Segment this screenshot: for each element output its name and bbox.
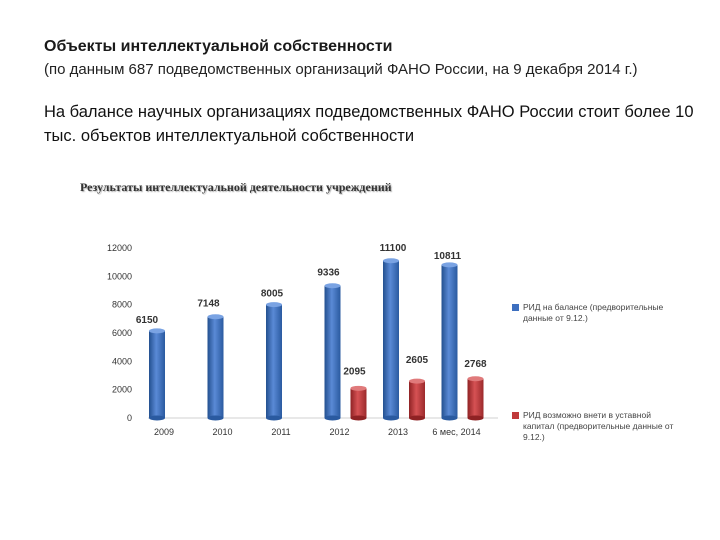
x-tick-label: 6 мес, 2014 <box>432 427 480 437</box>
y-tick-label: 8000 <box>112 300 132 310</box>
bar-base <box>149 415 165 421</box>
bar-cap <box>324 283 341 289</box>
x-tick-label: 2012 <box>329 427 349 437</box>
legend-item-capital: РИД возможно внети в уставной капитал (п… <box>512 410 682 443</box>
bar-cap <box>467 376 484 382</box>
bar <box>409 381 425 418</box>
data-label: 2095 <box>343 366 366 377</box>
labels-layer: 6150 7148 8005 9336 11100 10811 2095 2605 2768 <box>136 243 487 378</box>
data-label: 6150 <box>136 315 159 326</box>
data-label: 2605 <box>406 355 429 366</box>
x-tick-label: 2013 <box>388 427 408 437</box>
bar <box>149 330 165 418</box>
x-tick-label: 2011 <box>271 427 290 437</box>
legend-label: РИД на балансе (предворительные данные о… <box>523 302 664 323</box>
bar <box>266 304 282 418</box>
legend-item-balance: РИД на балансе (предворительные данные о… <box>512 302 692 324</box>
legend-swatch-blue <box>512 304 519 311</box>
data-label: 9336 <box>317 268 340 279</box>
bar <box>441 264 458 418</box>
bar <box>324 285 341 418</box>
bar-cap <box>350 385 367 391</box>
bar-cap <box>441 262 458 268</box>
bar-cap <box>266 302 282 308</box>
bar-cap <box>383 258 399 264</box>
bar <box>383 260 399 418</box>
y-tick-label: 6000 <box>112 328 132 338</box>
data-label: 8005 <box>261 289 284 300</box>
slide-title: Объекты интеллектуальной собственности <box>44 38 393 55</box>
x-tick-label: 2009 <box>154 427 174 437</box>
x-tick-label: 2010 <box>212 427 232 437</box>
bar-base <box>350 415 367 421</box>
data-label: 11100 <box>380 243 407 254</box>
y-tick-label: 4000 <box>112 356 132 366</box>
y-tick-label: 12000 <box>107 243 132 253</box>
slide-body-text: На балансе научных организациях подведом… <box>44 103 694 145</box>
y-tick-label: 2000 <box>112 385 132 395</box>
bar-base <box>207 415 224 421</box>
bar-base <box>324 415 341 421</box>
legend-label: РИД возможно внети в уставной капитал (п… <box>523 410 674 442</box>
y-tick-label: 0 <box>127 413 132 423</box>
bar <box>207 316 224 418</box>
legend-swatch-red <box>512 412 519 419</box>
data-label: 10811 <box>434 251 462 262</box>
axis-layer: 0 2000 4000 6000 8000 10000 12000 2009 2010 2011 2… <box>107 243 498 437</box>
bar-base <box>383 415 399 421</box>
y-tick-label: 10000 <box>107 271 132 281</box>
bar-cap <box>409 378 425 384</box>
data-label: 7148 <box>197 299 220 310</box>
bar-base <box>266 415 282 421</box>
bar-cap <box>207 314 224 320</box>
slide-header: Объекты интеллектуальной собственности (… <box>44 38 638 78</box>
bars-layer <box>149 258 484 421</box>
slide-subtitle: (по данным 687 подведомственных организа… <box>44 61 638 78</box>
bar-cap <box>149 328 165 334</box>
bar-base <box>467 415 484 421</box>
bar-base <box>441 415 458 421</box>
bar <box>350 388 367 418</box>
chart-title: Результаты интеллектуальной деятельности… <box>80 180 392 194</box>
bar <box>467 378 484 418</box>
data-label: 2768 <box>464 359 487 370</box>
bar-base <box>409 415 425 421</box>
